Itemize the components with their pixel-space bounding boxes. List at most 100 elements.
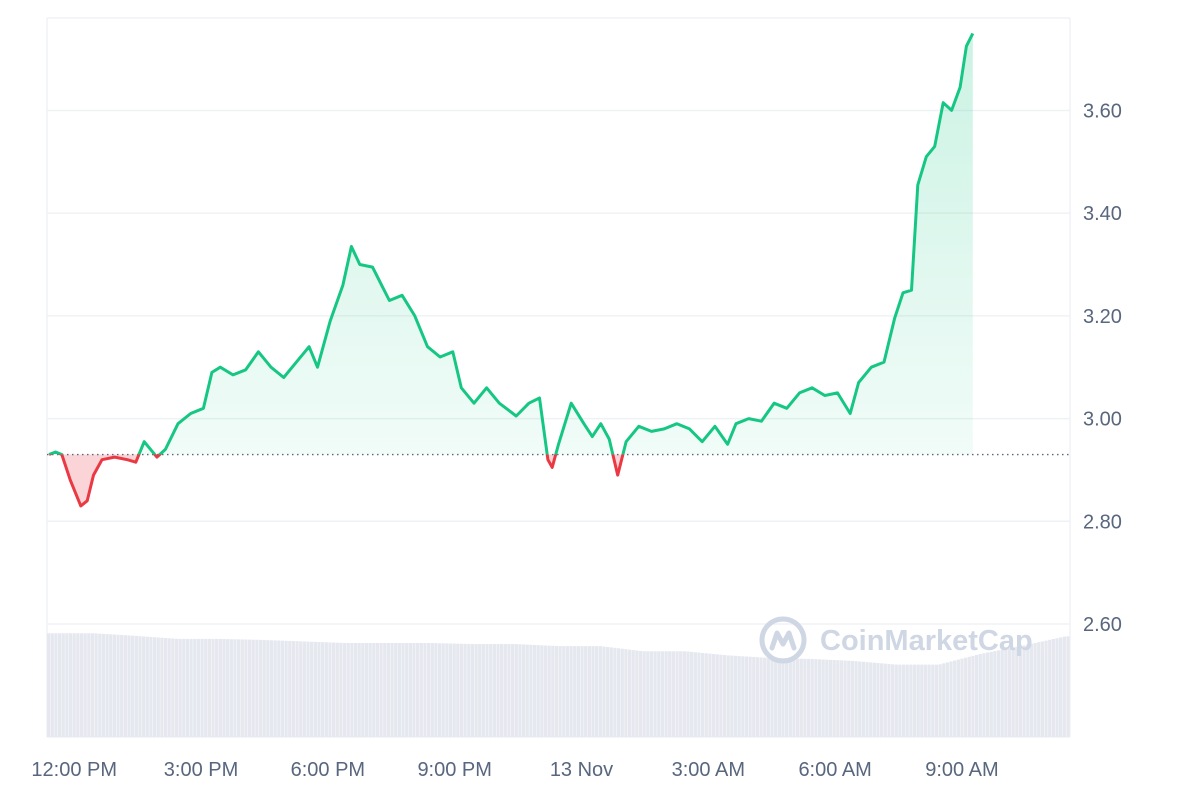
volume-bar: [993, 651, 997, 737]
volume-bar: [518, 644, 522, 737]
volume-bars: [47, 633, 1070, 737]
volume-bar: [215, 638, 219, 737]
volume-bar: [310, 641, 314, 737]
volume-bar: [912, 664, 917, 737]
volume-bar: [1022, 645, 1026, 737]
volume-bar: [463, 643, 467, 737]
volume-bar: [686, 651, 690, 737]
volume-bar: [273, 640, 277, 737]
volume-bar: [774, 658, 778, 737]
volume-bar: [795, 658, 800, 737]
volume-bar: [171, 638, 175, 737]
volume-bar: [1011, 647, 1015, 737]
volume-bar: [123, 635, 127, 737]
volume-bar: [565, 646, 570, 737]
volume-bar: [445, 643, 449, 737]
volume-bar: [240, 639, 244, 737]
volume-bar: [880, 663, 884, 737]
volume-bar: [832, 660, 836, 737]
volume-bar: [160, 637, 164, 737]
volume-bar: [335, 642, 339, 737]
volume-bar: [810, 658, 814, 737]
volume-bar: [244, 639, 248, 737]
volume-bar: [708, 653, 712, 737]
volume-bar: [426, 643, 431, 737]
volume-bar: [730, 655, 734, 737]
volume-bar: [1040, 641, 1045, 737]
volume-bar: [785, 658, 789, 737]
volume-bar: [631, 650, 635, 737]
volume-bar: [978, 653, 982, 737]
volume-bar: [65, 633, 69, 737]
volume-bar: [850, 660, 855, 737]
volume-bar: [894, 664, 898, 737]
volume-bar: [909, 664, 913, 737]
volume-bar: [956, 659, 960, 737]
volume-bar: [163, 638, 168, 737]
volume-bar: [788, 658, 792, 737]
volume-bar: [397, 643, 401, 737]
volume-bar: [916, 664, 920, 737]
volume-bar: [854, 661, 858, 737]
volume-bar: [313, 641, 317, 737]
volume-bar: [83, 633, 87, 737]
volume-bar: [331, 642, 336, 737]
volume-bar: [865, 662, 869, 737]
volume-bar: [558, 646, 562, 737]
volume-bar: [934, 664, 939, 737]
volume-bar: [605, 646, 610, 737]
volume-bar: [57, 633, 62, 737]
volume-bar: [653, 651, 657, 737]
volume-bar: [295, 641, 299, 737]
volume-bar: [883, 663, 887, 737]
volume-bar: [1000, 649, 1004, 737]
volume-bar: [258, 639, 263, 737]
volume-bar: [620, 648, 624, 737]
volume-bar: [189, 638, 193, 737]
volume-bar: [671, 651, 676, 737]
volume-bar: [616, 648, 621, 737]
volume-bar: [262, 640, 266, 737]
volume-bar: [87, 633, 91, 737]
volume-bar: [733, 655, 738, 737]
volume-bar: [76, 633, 80, 737]
volume-bar: [682, 651, 686, 737]
volume-bar: [79, 633, 84, 737]
volume-bar: [134, 635, 138, 737]
volume-bar: [321, 642, 325, 737]
volume-bar: [576, 646, 581, 737]
price-area-fills: [49, 33, 973, 506]
volume-bar: [299, 641, 303, 737]
volume-bar: [204, 638, 208, 737]
volume-bar: [543, 645, 548, 737]
volume-bar: [255, 639, 259, 737]
volume-bar: [452, 643, 456, 737]
volume-bar: [434, 643, 438, 737]
volume-bar: [920, 664, 924, 737]
volume-bar: [584, 646, 588, 737]
volume-bar: [291, 641, 296, 737]
volume-bar: [412, 643, 416, 737]
volume-bar: [521, 644, 526, 737]
volume-bar: [174, 638, 179, 737]
volume-bar: [1026, 644, 1030, 737]
volume-bar: [211, 638, 215, 737]
y-tick-label: 3.00: [1083, 409, 1122, 431]
volume-bar: [68, 633, 73, 737]
x-tick-label: 9:00 PM: [417, 759, 491, 781]
volume-bar: [342, 642, 347, 737]
volume-bar: [657, 651, 661, 737]
watermark: CoinMarketCap: [759, 616, 1033, 664]
volume-bar: [408, 643, 412, 737]
volume-bar: [996, 650, 1001, 737]
volume-bar: [61, 633, 65, 737]
volume-bar: [383, 643, 387, 737]
volume-bar: [817, 659, 822, 737]
volume-bar: [284, 640, 288, 737]
volume-bar: [660, 651, 665, 737]
volume-bar: [573, 646, 577, 737]
x-tick-label: 3:00 AM: [672, 759, 745, 781]
volume-bar: [825, 659, 829, 737]
volume-bar: [858, 661, 862, 737]
volume-bar: [416, 643, 420, 737]
